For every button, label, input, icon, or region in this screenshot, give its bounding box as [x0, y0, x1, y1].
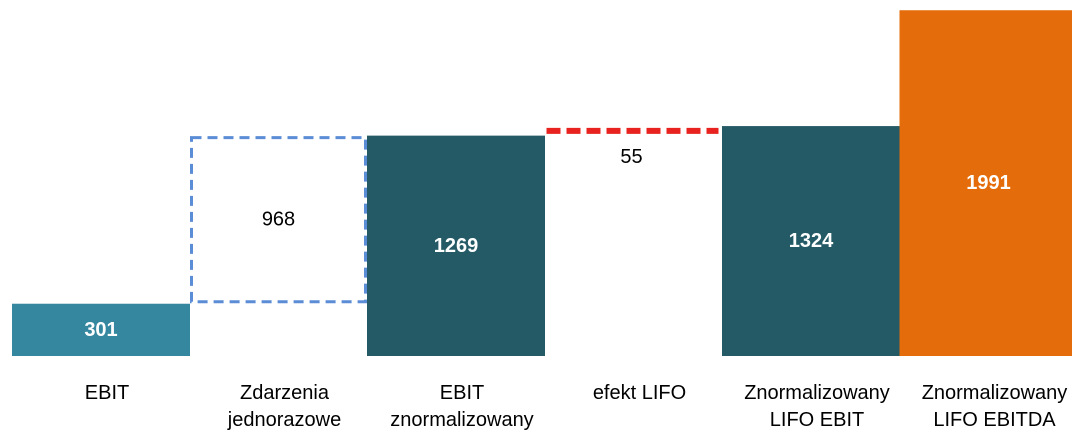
value-labels-layer: 301 968 1269 55 1324 1991 [84, 146, 1010, 341]
bar-1324 [722, 126, 900, 356]
bars-layer [12, 10, 1072, 357]
category-label: EBIT [85, 382, 129, 404]
category-label: Znormalizowany [744, 382, 890, 404]
bar-1269 [367, 135, 545, 356]
category-label: jednorazowe [227, 409, 341, 431]
category-label: efekt LIFO [593, 382, 686, 404]
bar-968 [190, 136, 367, 304]
value-label-1991: 1991 [966, 172, 1011, 194]
value-label-301: 301 [84, 319, 117, 341]
bar-1991 [899, 10, 1072, 357]
category-label: EBIT [440, 382, 484, 404]
bar-301 [12, 303, 190, 356]
value-label-968: 968 [262, 209, 295, 231]
category-label: LIFO EBITDA [933, 409, 1056, 431]
value-label-55: 55 [620, 146, 642, 168]
category-label: LIFO EBIT [770, 409, 864, 431]
category-label: Zdarzenia [240, 382, 330, 404]
category-labels-layer: EBIT Zdarzenia jednorazowe EBIT znormalizowa… [85, 382, 1068, 431]
category-label: Znormalizowany [922, 382, 1068, 404]
value-label-1269: 1269 [434, 235, 479, 257]
category-label: znormalizowany [390, 409, 533, 431]
value-label-1324: 1324 [789, 230, 834, 252]
